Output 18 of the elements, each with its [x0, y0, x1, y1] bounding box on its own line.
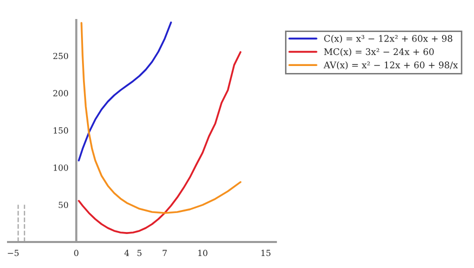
- line-series: [80, 22, 242, 214]
- legend-label: AV(x) = x² − 12x + 60 + 98/x: [324, 61, 458, 70]
- x-tick-label: −5: [8, 250, 19, 256]
- y-tick-label: 200: [53, 90, 68, 96]
- x-tick-label: 5: [137, 250, 142, 256]
- x-tick-label: 7: [162, 250, 167, 256]
- line-series: [78, 51, 242, 234]
- y-tick-label: 250: [53, 52, 68, 60]
- x-tick-label: 15: [261, 250, 270, 256]
- x-tick-label: 10: [198, 250, 208, 256]
- legend-label: MC(x) = 3x² − 24x + 60: [324, 48, 434, 56]
- x-tick-label: 4: [124, 250, 130, 256]
- line-series: [78, 22, 172, 162]
- y-tick-label: 50: [58, 202, 68, 208]
- x-tick-label: 0: [74, 250, 78, 256]
- legend-label: C(x) = x³ − 12x² + 60x + 98: [324, 34, 452, 44]
- y-tick-label: 150: [54, 127, 68, 134]
- y-tick-label: 100: [54, 164, 68, 171]
